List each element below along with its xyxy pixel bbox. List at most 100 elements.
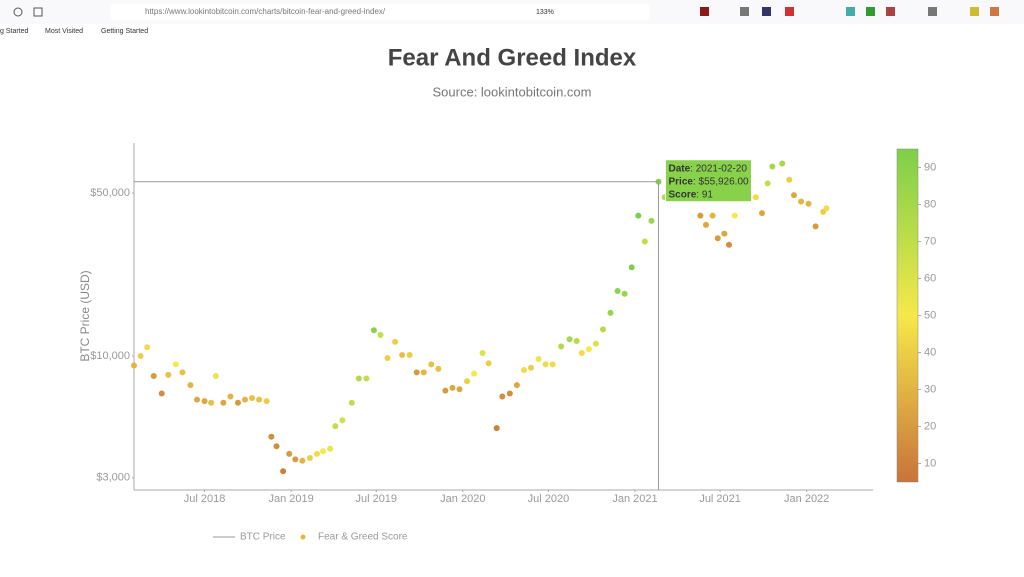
data-point [406,351,413,358]
data-point [726,241,733,248]
colorbar-tick-label: 10 [924,457,936,469]
data-point [607,309,614,316]
data-point [528,364,535,371]
tooltip-row: Score: 91 [668,189,713,200]
data-point [249,395,256,402]
legend-label: Fear & Greed Score [318,532,408,543]
colorbar-tick-label: 60 [924,272,936,284]
data-point [399,351,406,358]
data-point [449,384,456,391]
x-tick-label: Jan 2020 [440,493,485,505]
data-point [227,393,234,400]
data-point [348,399,355,406]
data-point [144,344,151,351]
x-tick-label: Jan 2019 [268,493,313,505]
data-point [578,349,585,356]
data-point [256,396,263,403]
colorbar-tick-label: 30 [924,383,936,395]
data-point [573,337,580,344]
data-point [721,230,728,237]
data-point [234,399,241,406]
data-point [194,396,201,403]
legend-label: BTC Price [240,532,286,543]
colorbar-tick-label: 80 [924,198,936,210]
extension-icons [700,7,999,16]
y-tick-label: $10,000 [90,350,130,362]
data-point [535,356,542,363]
data-point [520,367,527,374]
data-point [566,336,573,343]
colorbar-tick-label: 50 [924,309,936,321]
bookmark[interactable]: Getting Started [101,28,148,35]
data-point [823,205,830,212]
bookmark[interactable]: g Started [0,28,29,35]
url-bar[interactable] [110,4,650,20]
data-point [442,387,449,394]
data-point [420,369,427,376]
tooltip-row: Price: $55,926.00 [668,176,749,187]
data-point [428,361,435,368]
data-point [758,210,765,217]
colorbar-tick-label: 20 [924,420,936,432]
data-point [332,423,339,430]
chart-subtitle: Source: lookintobitcoin.com [433,84,592,99]
data-point [172,361,179,368]
data-point [363,375,370,382]
data-point [339,417,346,424]
x-tick-label: Jan 2022 [784,493,829,505]
data-point [697,212,704,219]
data-point [370,327,377,334]
x-tick-label: Jul 2020 [528,493,570,505]
x-tick-label: Jul 2019 [355,493,397,505]
chart-title: Fear And Greed Index [388,44,637,71]
data-point [549,361,556,368]
legend-dot [300,534,306,540]
data-point [471,370,478,377]
data-point [327,445,334,452]
home-button[interactable] [33,7,43,17]
colorbar-tick-label: 70 [924,235,936,247]
data-point [456,386,463,393]
bookmark[interactable]: Most Visited [45,28,83,35]
tooltip-value: $55,926.00 [699,176,749,187]
data-point [614,288,621,295]
data-point [599,326,606,333]
data-point [220,399,227,406]
data-point [286,450,293,457]
data-point [790,192,797,199]
data-point [641,238,648,245]
data-point [150,373,157,380]
data-point [786,176,793,183]
y-tick-label: $3,000 [96,472,130,484]
colorbar-tick-label: 40 [924,346,936,358]
data-point [585,346,592,353]
data-point [273,443,280,450]
data-point [635,212,642,219]
data-point [779,160,786,167]
data-point [299,457,306,464]
data-point [158,390,165,397]
data-point [384,355,391,362]
reload-button[interactable] [13,7,23,17]
colorbar [896,148,919,483]
data-point [131,362,137,369]
data-point [242,396,249,403]
tooltip-row: Date: 2021-02-20 [668,163,747,174]
data-point [292,456,299,463]
data-point [208,399,215,406]
data-point [812,223,819,230]
data-point [435,365,442,372]
colorbar-tick-label: 90 [924,161,936,173]
data-point [558,343,565,350]
data-point [212,373,219,380]
zoom[interactable]: 133% [536,9,554,16]
data-point [268,433,275,440]
data-point [731,212,738,219]
tooltip-value: 2021-02-20 [696,163,748,174]
data-point [187,382,194,389]
data-point [263,398,270,405]
x-tick-label: Jan 2021 [612,493,657,505]
data-point [306,454,313,461]
data-point [320,448,327,455]
